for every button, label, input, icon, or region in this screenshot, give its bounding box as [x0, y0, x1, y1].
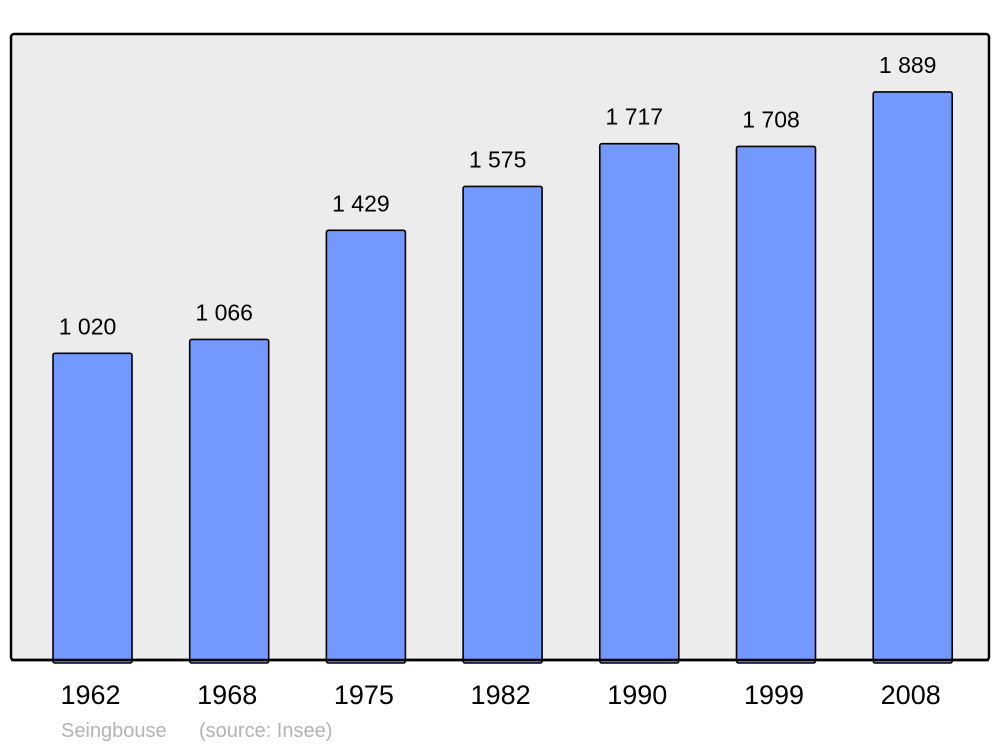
bar-1975 [325, 229, 407, 664]
bar-1962 [52, 352, 133, 664]
data-label-1999: 1 708 [742, 106, 800, 132]
bar-2008 [872, 91, 954, 664]
bar-1968 [188, 338, 270, 664]
data-label-1990: 1 717 [606, 104, 664, 130]
x-tick-label-1975: 1975 [334, 680, 394, 710]
footer-author: Seingbouse [61, 720, 167, 742]
data-label-1962: 1 020 [59, 313, 117, 339]
x-tick-label-1990: 1990 [607, 680, 667, 710]
x-tick-label-1968: 1968 [197, 680, 257, 710]
bar-1999 [735, 145, 817, 664]
bar-1990 [598, 142, 680, 664]
x-tick-label-1962: 1962 [60, 680, 120, 710]
data-label-1975: 1 429 [332, 190, 390, 216]
x-tick-label-1982: 1982 [471, 680, 531, 710]
x-tick-label-2008: 2008 [881, 680, 941, 710]
data-label-1968: 1 066 [195, 299, 253, 325]
data-label-2008: 1 889 [879, 52, 937, 78]
data-label-1982: 1 575 [469, 146, 527, 172]
bar-1982 [462, 185, 543, 664]
footer-source: (source: Insee) [199, 720, 332, 742]
x-tick-label-1999: 1999 [744, 680, 804, 710]
